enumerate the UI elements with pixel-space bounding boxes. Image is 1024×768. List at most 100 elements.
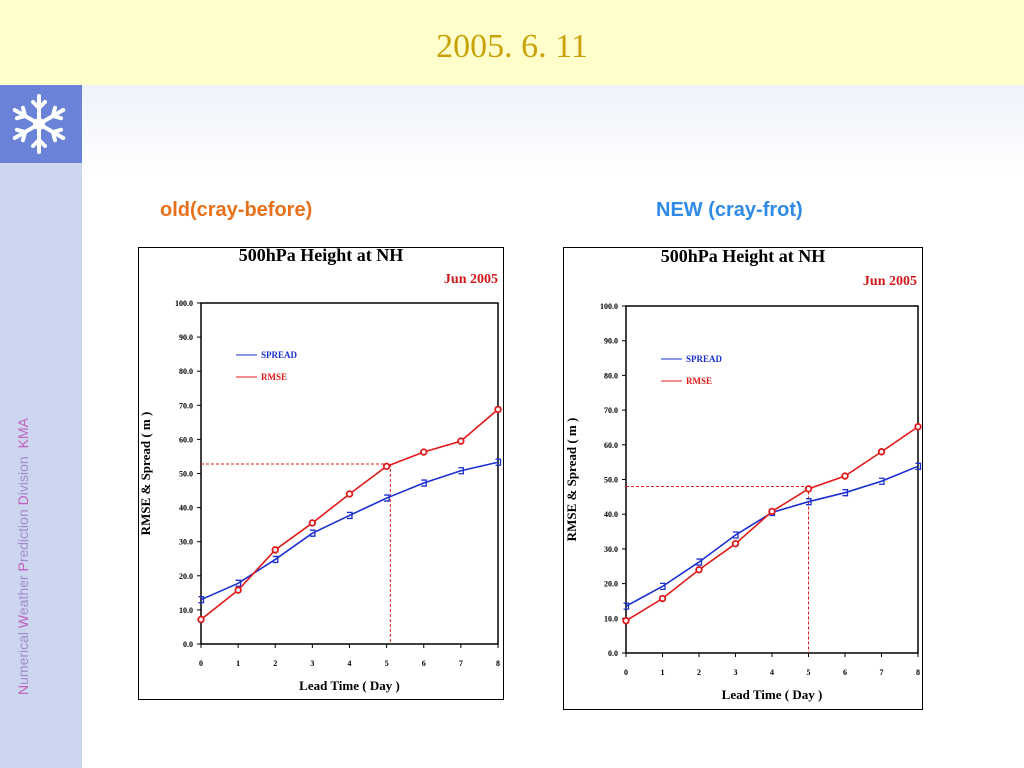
chart-subtitle: Jun 2005 bbox=[863, 274, 917, 289]
y-tick-label: 100.0 bbox=[175, 299, 193, 308]
y-tick-label: 100.0 bbox=[600, 302, 618, 311]
y-tick-label: 0.0 bbox=[608, 649, 618, 658]
spread-point bbox=[198, 596, 205, 604]
chart-subtitle: Jun 2005 bbox=[444, 272, 498, 287]
rmse-point bbox=[308, 519, 317, 527]
rmse-point bbox=[622, 617, 630, 625]
x-tick-label: 1 bbox=[236, 659, 240, 668]
y-tick-label: 70.0 bbox=[179, 401, 193, 410]
x-tick-label: 8 bbox=[496, 659, 500, 668]
spread-point bbox=[733, 531, 739, 539]
x-tick-label: 3 bbox=[734, 668, 738, 677]
x-tick-label: 2 bbox=[273, 659, 277, 668]
y-tick-label: 80.0 bbox=[179, 367, 193, 376]
y-tick-label: 30.0 bbox=[604, 545, 618, 554]
spread-point bbox=[696, 558, 703, 566]
rmse-point bbox=[695, 566, 703, 574]
spread-point bbox=[235, 579, 242, 587]
legend-spread-label: SPREAD bbox=[686, 354, 723, 364]
y-tick-label: 30.0 bbox=[179, 538, 193, 547]
rmse-point bbox=[877, 448, 886, 456]
x-axis-label: Lead Time ( Day ) bbox=[722, 687, 823, 702]
y-tick-label: 20.0 bbox=[604, 580, 618, 589]
page-title: 2005. 6. 11 bbox=[436, 28, 588, 65]
spread-point bbox=[915, 462, 922, 470]
org-name-vertical: Numerical Weather Prediction DivisionKMA bbox=[15, 417, 31, 695]
spread-point bbox=[458, 467, 465, 475]
x-tick-label: 7 bbox=[880, 668, 884, 677]
logo-box bbox=[0, 85, 82, 163]
legend-rmse-label: RMSE bbox=[686, 376, 712, 386]
y-axis-label: RMSE & Spread ( m ) bbox=[138, 412, 153, 536]
rmse-point bbox=[197, 615, 205, 624]
spread-point bbox=[879, 477, 885, 485]
y-tick-label: 0.0 bbox=[183, 640, 193, 649]
x-tick-label: 5 bbox=[807, 668, 811, 677]
rmse-point bbox=[914, 423, 922, 431]
rmse-point bbox=[731, 539, 740, 548]
y-tick-label: 40.0 bbox=[604, 510, 618, 519]
old-panel-label: old(cray-before) bbox=[160, 199, 313, 221]
x-tick-label: 0 bbox=[199, 659, 203, 668]
x-tick-label: 7 bbox=[459, 659, 463, 668]
sidebar bbox=[0, 85, 82, 768]
y-tick-label: 90.0 bbox=[604, 337, 618, 346]
spread-point bbox=[384, 494, 390, 502]
x-tick-label: 3 bbox=[310, 659, 314, 668]
rmse-point bbox=[382, 462, 391, 471]
snowflake-icon bbox=[12, 94, 66, 154]
spread-point bbox=[347, 511, 353, 520]
y-tick-label: 40.0 bbox=[179, 504, 193, 513]
chart-frame bbox=[563, 247, 923, 710]
spread-point bbox=[806, 498, 812, 506]
rmse-point bbox=[271, 546, 279, 554]
x-tick-label: 5 bbox=[385, 659, 389, 668]
rmse-point bbox=[457, 437, 465, 445]
rmse-point bbox=[494, 405, 502, 414]
new-panel-label: NEW (cray-frot) bbox=[656, 199, 803, 221]
rmse-point bbox=[768, 507, 776, 516]
x-tick-label: 4 bbox=[348, 659, 352, 668]
x-tick-label: 2 bbox=[697, 668, 701, 677]
y-tick-label: 70.0 bbox=[604, 406, 618, 415]
x-tick-label: 1 bbox=[661, 668, 665, 677]
spread-point bbox=[421, 479, 427, 487]
y-tick-label: 50.0 bbox=[604, 476, 618, 485]
rmse-point bbox=[804, 485, 813, 493]
x-tick-label: 6 bbox=[843, 668, 847, 677]
y-tick-label: 90.0 bbox=[179, 333, 193, 342]
spread-point bbox=[495, 458, 502, 466]
y-tick-label: 10.0 bbox=[179, 606, 193, 615]
x-axis-label: Lead Time ( Day ) bbox=[299, 678, 400, 693]
y-tick-label: 10.0 bbox=[604, 614, 618, 623]
spread-line bbox=[200, 461, 499, 601]
rmse-point bbox=[658, 594, 667, 603]
y-tick-label: 20.0 bbox=[179, 572, 193, 581]
y-tick-label: 80.0 bbox=[604, 371, 618, 380]
y-tick-label: 60.0 bbox=[179, 435, 193, 444]
x-tick-label: 8 bbox=[916, 668, 920, 677]
x-tick-label: 4 bbox=[770, 668, 774, 677]
chart-title: 500hPa Height at NH bbox=[661, 246, 826, 266]
spread-point bbox=[842, 489, 849, 497]
legend-spread-label: SPREAD bbox=[261, 350, 298, 360]
spread-point bbox=[623, 602, 630, 610]
spread-point bbox=[309, 529, 316, 537]
x-tick-label: 0 bbox=[624, 668, 628, 677]
y-axis-label: RMSE & Spread ( m ) bbox=[564, 418, 579, 542]
spread-point bbox=[660, 582, 666, 591]
y-tick-label: 50.0 bbox=[179, 470, 193, 479]
header-bar bbox=[0, 0, 1024, 85]
y-tick-label: 60.0 bbox=[604, 441, 618, 450]
chart-title: 500hPa Height at NH bbox=[239, 245, 404, 265]
chart-frame bbox=[138, 247, 504, 700]
x-tick-label: 6 bbox=[422, 659, 426, 668]
rmse-point bbox=[234, 586, 242, 594]
legend-rmse-label: RMSE bbox=[261, 372, 287, 382]
rmse-point bbox=[420, 448, 428, 456]
rmse-point bbox=[841, 472, 849, 480]
spread-point bbox=[272, 555, 279, 564]
rmse-point bbox=[345, 490, 354, 498]
